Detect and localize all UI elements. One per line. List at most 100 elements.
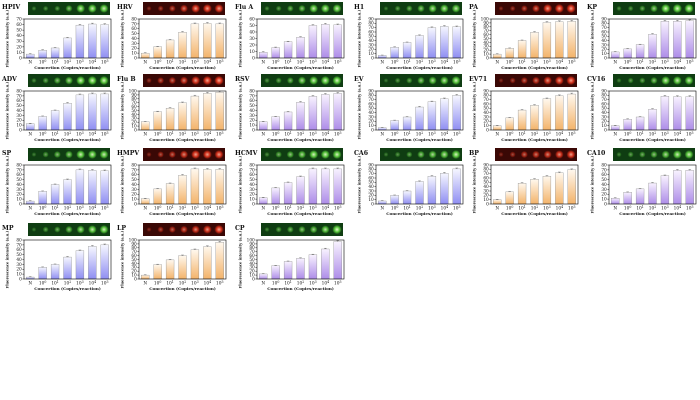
fluorescence-spot	[191, 76, 201, 85]
y-tick-label: 30	[16, 40, 22, 45]
y-axis-title: Fluorescence intensity (a.u.)	[121, 230, 125, 288]
y-tick-label: 20	[483, 49, 489, 54]
x-axis-title: Concertion (Copies/reaction)	[619, 65, 686, 70]
x-tick-label: 104	[204, 280, 212, 287]
y-tick-label: 40	[16, 109, 22, 114]
bar	[660, 175, 670, 205]
fluorescence-spot	[53, 77, 61, 84]
y-tick-label: 10	[368, 52, 374, 57]
bar	[190, 168, 200, 205]
y-axis-title: Fluorescence intensity (a.u.)	[121, 9, 125, 67]
bar	[165, 183, 175, 205]
x-tick-label: 101	[284, 280, 292, 287]
fluorescence-spot	[87, 75, 97, 86]
x-tick-label: 101	[166, 280, 174, 287]
fluorescence-spot	[320, 4, 330, 13]
bar	[505, 117, 514, 131]
x-tick-label: N	[380, 206, 384, 211]
axes-frame	[138, 239, 227, 280]
fluorescence-spot	[31, 6, 37, 11]
y-tick-label: 70	[368, 26, 374, 31]
x-tick-label: 104	[674, 131, 682, 138]
y-axis-title: Fluorescence intensity (a.u.)	[239, 81, 243, 139]
y-tick-label: 80	[601, 94, 607, 99]
y-tick-label: 50	[131, 258, 137, 263]
x-tick-label: 102	[297, 205, 305, 212]
y-tick-label: 50	[601, 107, 607, 112]
fluorescence-spot	[332, 149, 342, 160]
y-tick-label: 40	[16, 34, 22, 39]
panel-title: Flu B	[117, 76, 136, 83]
x-tick-label: 105	[101, 205, 109, 212]
y-tick-label: 60	[249, 99, 255, 104]
y-axis-title: Fluorescence intensity (a.u.)	[239, 9, 243, 67]
fluorescence-spot	[498, 152, 504, 157]
panel-title: HCMV	[235, 150, 258, 157]
x-tick-label: 105	[568, 205, 576, 212]
bar	[63, 37, 72, 59]
bar	[178, 32, 187, 59]
fluorescence-spot	[76, 75, 86, 86]
y-tick-label: 40	[368, 111, 374, 116]
y-tick-label: 70	[483, 98, 489, 103]
fluorescence-spot	[191, 149, 201, 160]
fluorescence-spot	[65, 76, 73, 85]
y-tick-label: 70	[368, 172, 374, 177]
bar	[623, 119, 632, 131]
y-tick-label: 0	[371, 202, 374, 207]
x-tick-label: N	[380, 60, 384, 65]
x-tick-label: 103	[309, 131, 317, 138]
x-tick-label: 104	[322, 59, 330, 66]
bar	[673, 21, 682, 59]
y-tick-label: 80	[483, 168, 489, 173]
y-axis-title: Fluorescence intensity (a.u.)	[121, 81, 125, 139]
bar	[50, 110, 60, 131]
y-tick-label: 40	[16, 183, 22, 188]
fluorescence-spot	[672, 76, 682, 85]
fluorescence-spot	[672, 3, 682, 14]
fluorescence-spot	[616, 5, 622, 12]
y-tick-label: 80	[131, 163, 137, 168]
bar	[38, 267, 47, 280]
bar	[660, 21, 670, 59]
fluorescence-spot	[428, 76, 437, 85]
x-tick-label: 104	[322, 131, 330, 138]
bar	[333, 24, 342, 59]
bar	[378, 127, 387, 131]
x-tick-label: 100	[391, 59, 399, 66]
bar	[402, 190, 412, 205]
fluorescence-spot	[394, 151, 401, 158]
fluorescence-spot	[650, 4, 658, 13]
bar	[660, 96, 670, 131]
x-tick-label: 104	[441, 131, 449, 138]
x-tick-label: 101	[51, 205, 59, 212]
x-tick-label: 102	[297, 280, 305, 287]
x-tick-label: 103	[309, 59, 317, 66]
fluorescence-spot	[509, 5, 516, 12]
y-tick-label: 20	[483, 120, 489, 125]
fluorescence-spot	[543, 76, 552, 85]
y-axis-title: Fluorescence intensity (a.u.)	[239, 155, 243, 213]
bar	[165, 259, 175, 280]
y-tick-label: 50	[249, 24, 255, 29]
fluorescence-spot	[76, 150, 86, 159]
x-tick-label: 103	[428, 59, 436, 66]
bar	[153, 264, 162, 280]
y-axis-title: Fluorescence intensity (a.u.)	[6, 81, 10, 139]
fluorescence-spot	[451, 149, 461, 160]
y-tick-label: 70	[16, 17, 22, 22]
fluorescence-spot	[146, 77, 152, 84]
x-tick-label: 101	[518, 131, 526, 138]
bar	[215, 242, 224, 280]
panel-title: H1	[354, 4, 364, 11]
fluorescence-spot	[275, 5, 282, 12]
x-tick-label: 105	[216, 205, 224, 212]
panel-title: ADV	[1, 76, 17, 83]
bar	[75, 94, 85, 131]
x-tick-label: 103	[309, 280, 317, 287]
y-tick-label: 80	[16, 238, 22, 243]
bar	[378, 200, 387, 205]
axes-frame	[138, 90, 227, 131]
bar	[153, 46, 162, 59]
